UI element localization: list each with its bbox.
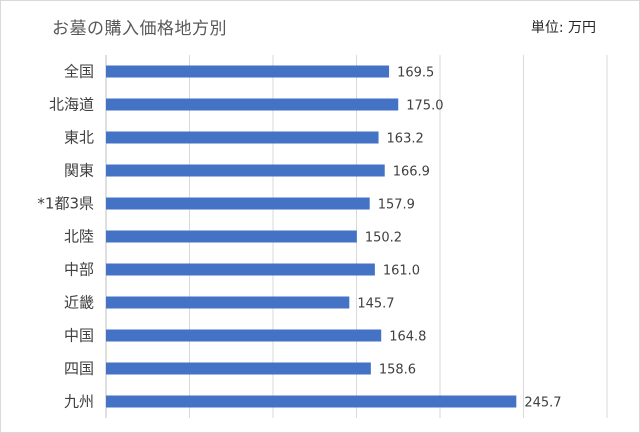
data-label: 158.6 [379,363,416,378]
category-label: 九州 [64,393,94,411]
bar [106,98,399,111]
chart-title: お墓の購入価格地方別 [52,19,227,39]
category-label: 中国 [64,327,94,345]
data-label: 166.9 [393,165,430,180]
category-label: 東北 [64,129,94,147]
bar [106,296,350,309]
data-label: 245.7 [524,396,561,411]
data-label: 145.7 [357,297,394,312]
data-label: 175.0 [406,99,443,114]
category-label: 中部 [64,261,94,279]
category-label: 四国 [64,360,94,378]
bar [106,65,390,78]
category-label: 関東 [64,162,94,180]
data-label: 163.2 [387,132,424,147]
bar [106,230,357,243]
category-label: 全国 [64,63,94,81]
data-label: 169.5 [397,66,434,81]
category-label: 北陸 [64,228,94,246]
data-label: 164.8 [389,330,426,345]
unit-label: 単位: 万円 [530,20,596,36]
data-label: 150.2 [365,231,402,246]
bar [106,263,375,276]
data-label: 161.0 [383,264,420,279]
bar [106,197,370,210]
category-label: 北海道 [49,96,94,114]
bar [106,131,379,144]
data-label: 157.9 [378,198,415,213]
category-label: 近畿 [64,294,94,312]
bar [106,164,385,177]
bar [106,362,371,375]
category-label: *1都3県 [37,195,94,213]
bar [106,329,382,342]
bar [106,395,517,408]
